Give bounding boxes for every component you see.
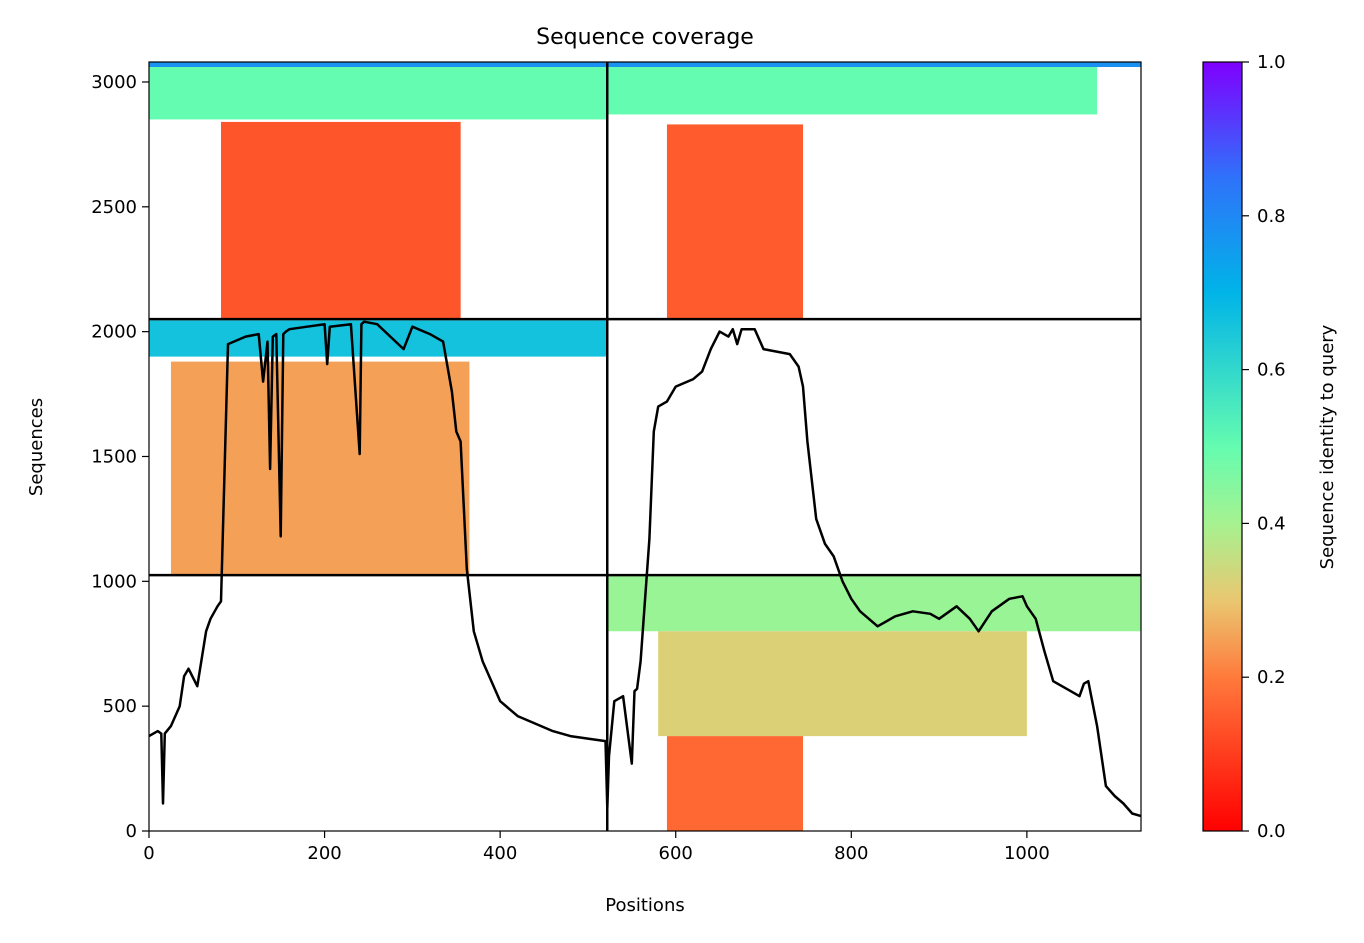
coverage-block-7	[658, 631, 1027, 737]
coverage-block-3	[170, 361, 470, 576]
colorbar-tick-label-0.4: 0.4	[1257, 513, 1286, 534]
colorbar-tick-label-0.6: 0.6	[1257, 360, 1286, 381]
colorbar-tick-label-1.0: 1.0	[1257, 52, 1286, 73]
colorbar-tick-label-0.8: 0.8	[1257, 206, 1286, 227]
x-tick-label-800: 800	[834, 843, 868, 864]
y-axis-label: Sequences	[26, 398, 47, 496]
chart-title: Sequence coverage	[536, 25, 754, 50]
coverage-block-8	[666, 736, 804, 831]
y-tick-label-3000: 3000	[91, 72, 137, 93]
x-tick-label-400: 400	[483, 843, 517, 864]
query-row	[149, 62, 1141, 67]
y-tick-label-1500: 1500	[91, 446, 137, 467]
coverage-block-1	[220, 121, 461, 320]
y-tick-label-0: 0	[126, 821, 137, 842]
colorbar-gradient	[1202, 61, 1243, 832]
coverage-block-5	[666, 124, 804, 320]
x-tick-label-600: 600	[659, 843, 693, 864]
y-tick-label-2000: 2000	[91, 322, 137, 343]
axes: 0 200 400 600 800 1000 0 500 1000 1500 2000 2500 300…	[91, 61, 1142, 864]
colorbar-tick-label-0.2: 0.2	[1257, 667, 1286, 688]
x-axis-label: Positions	[605, 895, 684, 916]
colorbar-tick-label-0.0: 0.0	[1257, 821, 1286, 842]
plot-area	[149, 62, 1141, 831]
x-tick-label-200: 200	[307, 843, 341, 864]
y-tick-label-1000: 1000	[91, 571, 137, 592]
colorbar: 0.0 0.2 0.4 0.6 0.8 1.0	[1202, 52, 1286, 842]
y-tick-label-500: 500	[103, 696, 137, 717]
x-tick-label-0: 0	[143, 843, 154, 864]
y-tick-label-2500: 2500	[91, 197, 137, 218]
plot-frame	[148, 61, 1142, 832]
colorbar-label: Sequence identity to query	[1317, 324, 1338, 569]
x-tick-label-1000: 1000	[1004, 843, 1050, 864]
coverage-line	[149, 320, 1141, 818]
coverage-block-4	[607, 64, 1098, 115]
coverage-block-0	[149, 64, 608, 120]
